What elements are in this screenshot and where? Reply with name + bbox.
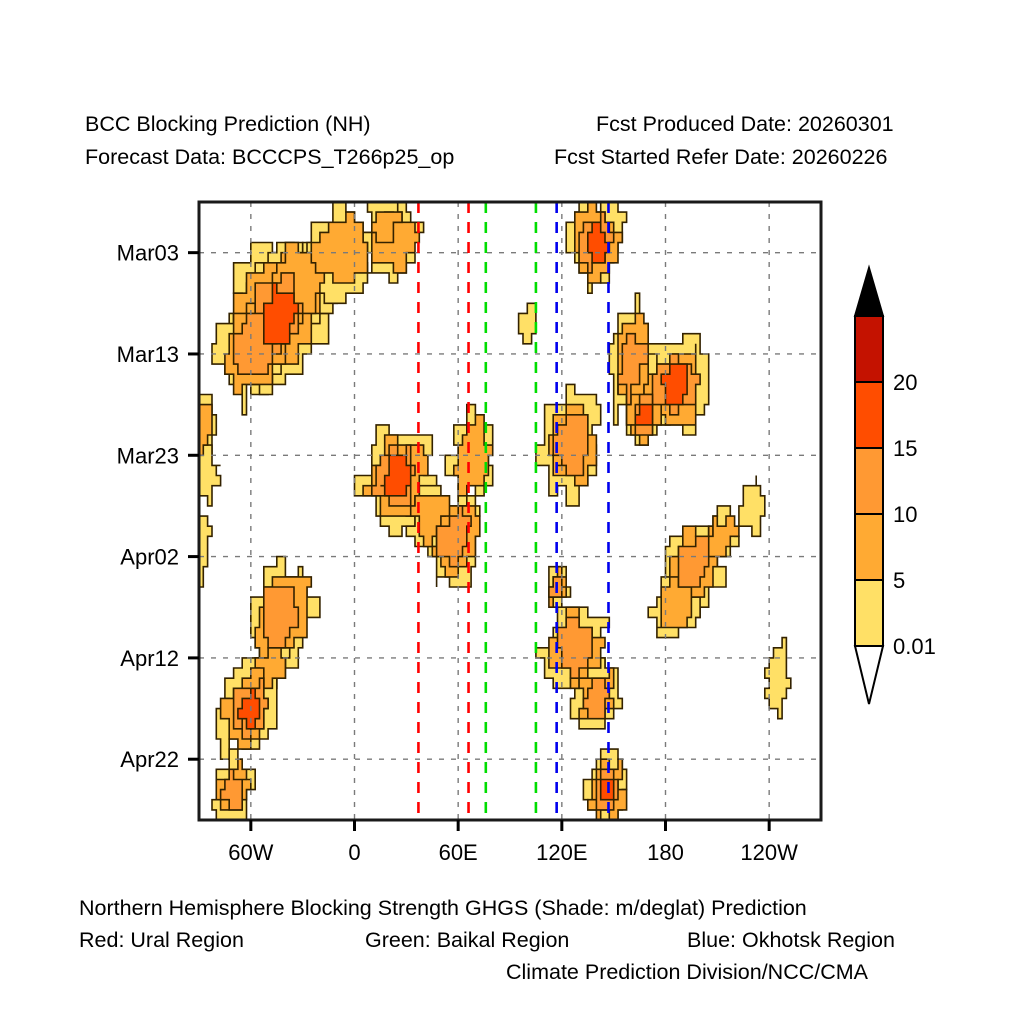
colorbar-band — [854, 447, 884, 515]
colorbar-band — [854, 381, 884, 449]
contour-band — [199, 515, 213, 588]
legend-green-baikal: Green: Baikal Region — [365, 928, 570, 952]
y-tick-label: Mar13 — [117, 342, 179, 367]
header-forecast-data: Forecast Data: BCCCPS_T266p25_op — [85, 145, 455, 169]
contour-band — [617, 332, 649, 406]
contour-band — [199, 444, 222, 507]
contour-band — [199, 403, 213, 457]
colorbar: 0.01 5 10 15 20 — [853, 264, 936, 705]
x-tick-label: 60E — [439, 840, 478, 865]
contour-band — [707, 515, 740, 558]
y-tick-label: Apr02 — [120, 545, 179, 570]
colorbar-tick-label: 10 — [893, 502, 917, 527]
colorbar-tick-label: 5 — [893, 568, 905, 593]
contour-band — [237, 687, 261, 730]
y-tick-label: Apr22 — [120, 747, 179, 772]
contour-band — [371, 211, 403, 244]
contour-band — [634, 403, 654, 426]
colorbar-tick-label: 15 — [893, 436, 917, 461]
x-tick-label: 120W — [740, 840, 798, 865]
contour-band — [677, 535, 710, 588]
contour-band — [582, 677, 611, 720]
contour-band — [552, 414, 589, 477]
gridlines — [199, 202, 821, 820]
contour-band — [738, 475, 766, 538]
plot-frame — [197, 200, 823, 822]
x-tick-label: 60W — [228, 840, 273, 865]
contour-band — [219, 768, 247, 811]
contour-field — [199, 202, 792, 820]
colorbar-arrow-min — [853, 645, 885, 705]
x-tick-label: 0 — [348, 840, 360, 865]
y-tick-label: Mar03 — [117, 241, 179, 266]
colorbar-tick-label: 20 — [893, 370, 917, 395]
contour-band — [660, 363, 688, 406]
colorbar-band — [854, 513, 884, 581]
contour-band — [517, 302, 537, 345]
contour-band — [263, 586, 300, 649]
contour-band — [263, 282, 300, 345]
y-tick-label: Mar23 — [117, 443, 179, 468]
legend-blue-okhotsk: Blue: Okhotsk Region — [687, 928, 895, 952]
contour-band — [435, 505, 472, 568]
header-produced-date: Fcst Produced Date: 20260301 — [596, 112, 894, 136]
header-title-left: BCC Blocking Prediction (NH) — [85, 112, 371, 136]
contour-band — [453, 414, 494, 497]
y-tick-label: Apr12 — [120, 646, 179, 671]
footer-description: Northern Hemisphere Blocking Strength GH… — [79, 896, 807, 920]
legend-red-ural: Red: Ural Region — [79, 928, 244, 952]
contour-band — [587, 221, 611, 264]
x-tick-label: 180 — [647, 840, 684, 865]
colorbar-arrow-max — [853, 264, 885, 317]
y-axis: Mar03 Mar13 Mar23 Apr02 Apr12 Apr22 — [117, 241, 199, 772]
contour-band — [310, 211, 369, 284]
colorbar-tick-label: 0.01 — [893, 634, 936, 659]
x-axis: 60W 0 60E 120E 180 120W — [228, 820, 798, 865]
x-tick-label: 120E — [536, 840, 587, 865]
footer-credit: Climate Prediction Division/NCC/CMA — [506, 960, 869, 984]
colorbar-band — [854, 315, 884, 383]
header-refer-date: Fcst Started Refer Date: 20260226 — [554, 145, 888, 169]
colorbar-band — [854, 579, 884, 647]
reference-lines — [417, 202, 610, 820]
